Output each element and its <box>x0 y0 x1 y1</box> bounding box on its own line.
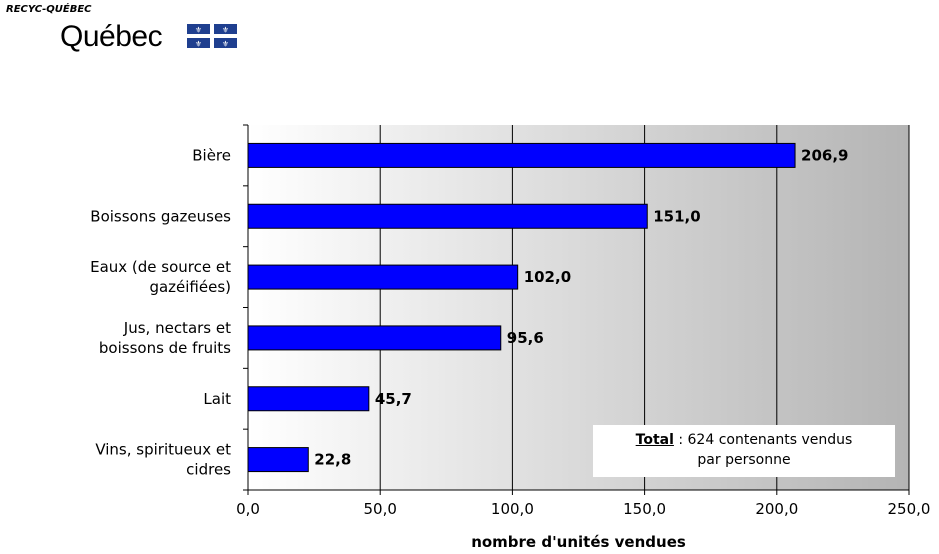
recyc-quebec-logo-text: RECYC-QUÉBEC <box>6 4 92 15</box>
category-label-line: Jus, nectars et <box>123 319 231 337</box>
category-label-line: Lait <box>203 390 231 408</box>
x-tick-label: 250,0 <box>888 500 931 518</box>
category-label-line: Vins, spiritueux et <box>95 441 231 459</box>
category-label: Jus, nectars et boissons de fruits <box>99 319 231 357</box>
bar-value-label: 102,0 <box>524 268 571 286</box>
svg-text:⚜: ⚜ <box>195 40 202 48</box>
bar-value-label: 45,7 <box>375 390 412 408</box>
category-label: Lait <box>203 390 231 408</box>
bar <box>247 447 309 473</box>
category-label-line: gazéifiées) <box>149 278 231 296</box>
category-label-line: Boissons gazeuses <box>90 207 231 225</box>
total-label: Total <box>635 432 674 448</box>
bar-value-label: 22,8 <box>314 451 351 469</box>
bar <box>247 325 502 351</box>
bar-value-label: 95,6 <box>507 329 544 347</box>
total-text-line1: : 624 contenants vendus <box>673 432 853 448</box>
bar <box>247 142 796 168</box>
bar <box>247 203 648 229</box>
category-label-line: boissons de fruits <box>99 339 231 357</box>
x-tick-label: 0,0 <box>236 500 260 518</box>
x-tick-label: 50,0 <box>363 500 396 518</box>
total-note: Total : 624 contenants vendus par person… <box>593 425 895 477</box>
category-label-line: cidres <box>186 461 231 479</box>
total-text-line2: par personne <box>697 452 791 468</box>
bar-value-label: 151,0 <box>653 207 700 225</box>
category-label: Eaux (de source et gazéifiées) <box>90 258 231 296</box>
svg-text:⚜: ⚜ <box>222 40 229 48</box>
x-tick-label: 200,0 <box>755 500 798 518</box>
category-label: Vins, spiritueux et cidres <box>95 441 231 479</box>
bar <box>247 386 370 412</box>
quebec-flag-icon: ⚜ ⚜ ⚜ ⚜ <box>187 24 237 48</box>
category-label: Bière <box>192 146 231 164</box>
x-tick-label: 100,0 <box>491 500 534 518</box>
svg-text:⚜: ⚜ <box>195 26 202 35</box>
quebec-logo-text: Québec <box>60 20 163 53</box>
category-label-line: Eaux (de source et <box>90 258 231 276</box>
bar <box>247 264 519 290</box>
svg-text:⚜: ⚜ <box>222 26 229 35</box>
category-label-line: Bière <box>192 146 231 164</box>
bar-value-label: 206,9 <box>801 146 848 164</box>
x-axis-title: nombre d'unités vendues <box>471 533 686 551</box>
x-tick-label: 150,0 <box>623 500 666 518</box>
category-label: Boissons gazeuses <box>90 207 231 225</box>
